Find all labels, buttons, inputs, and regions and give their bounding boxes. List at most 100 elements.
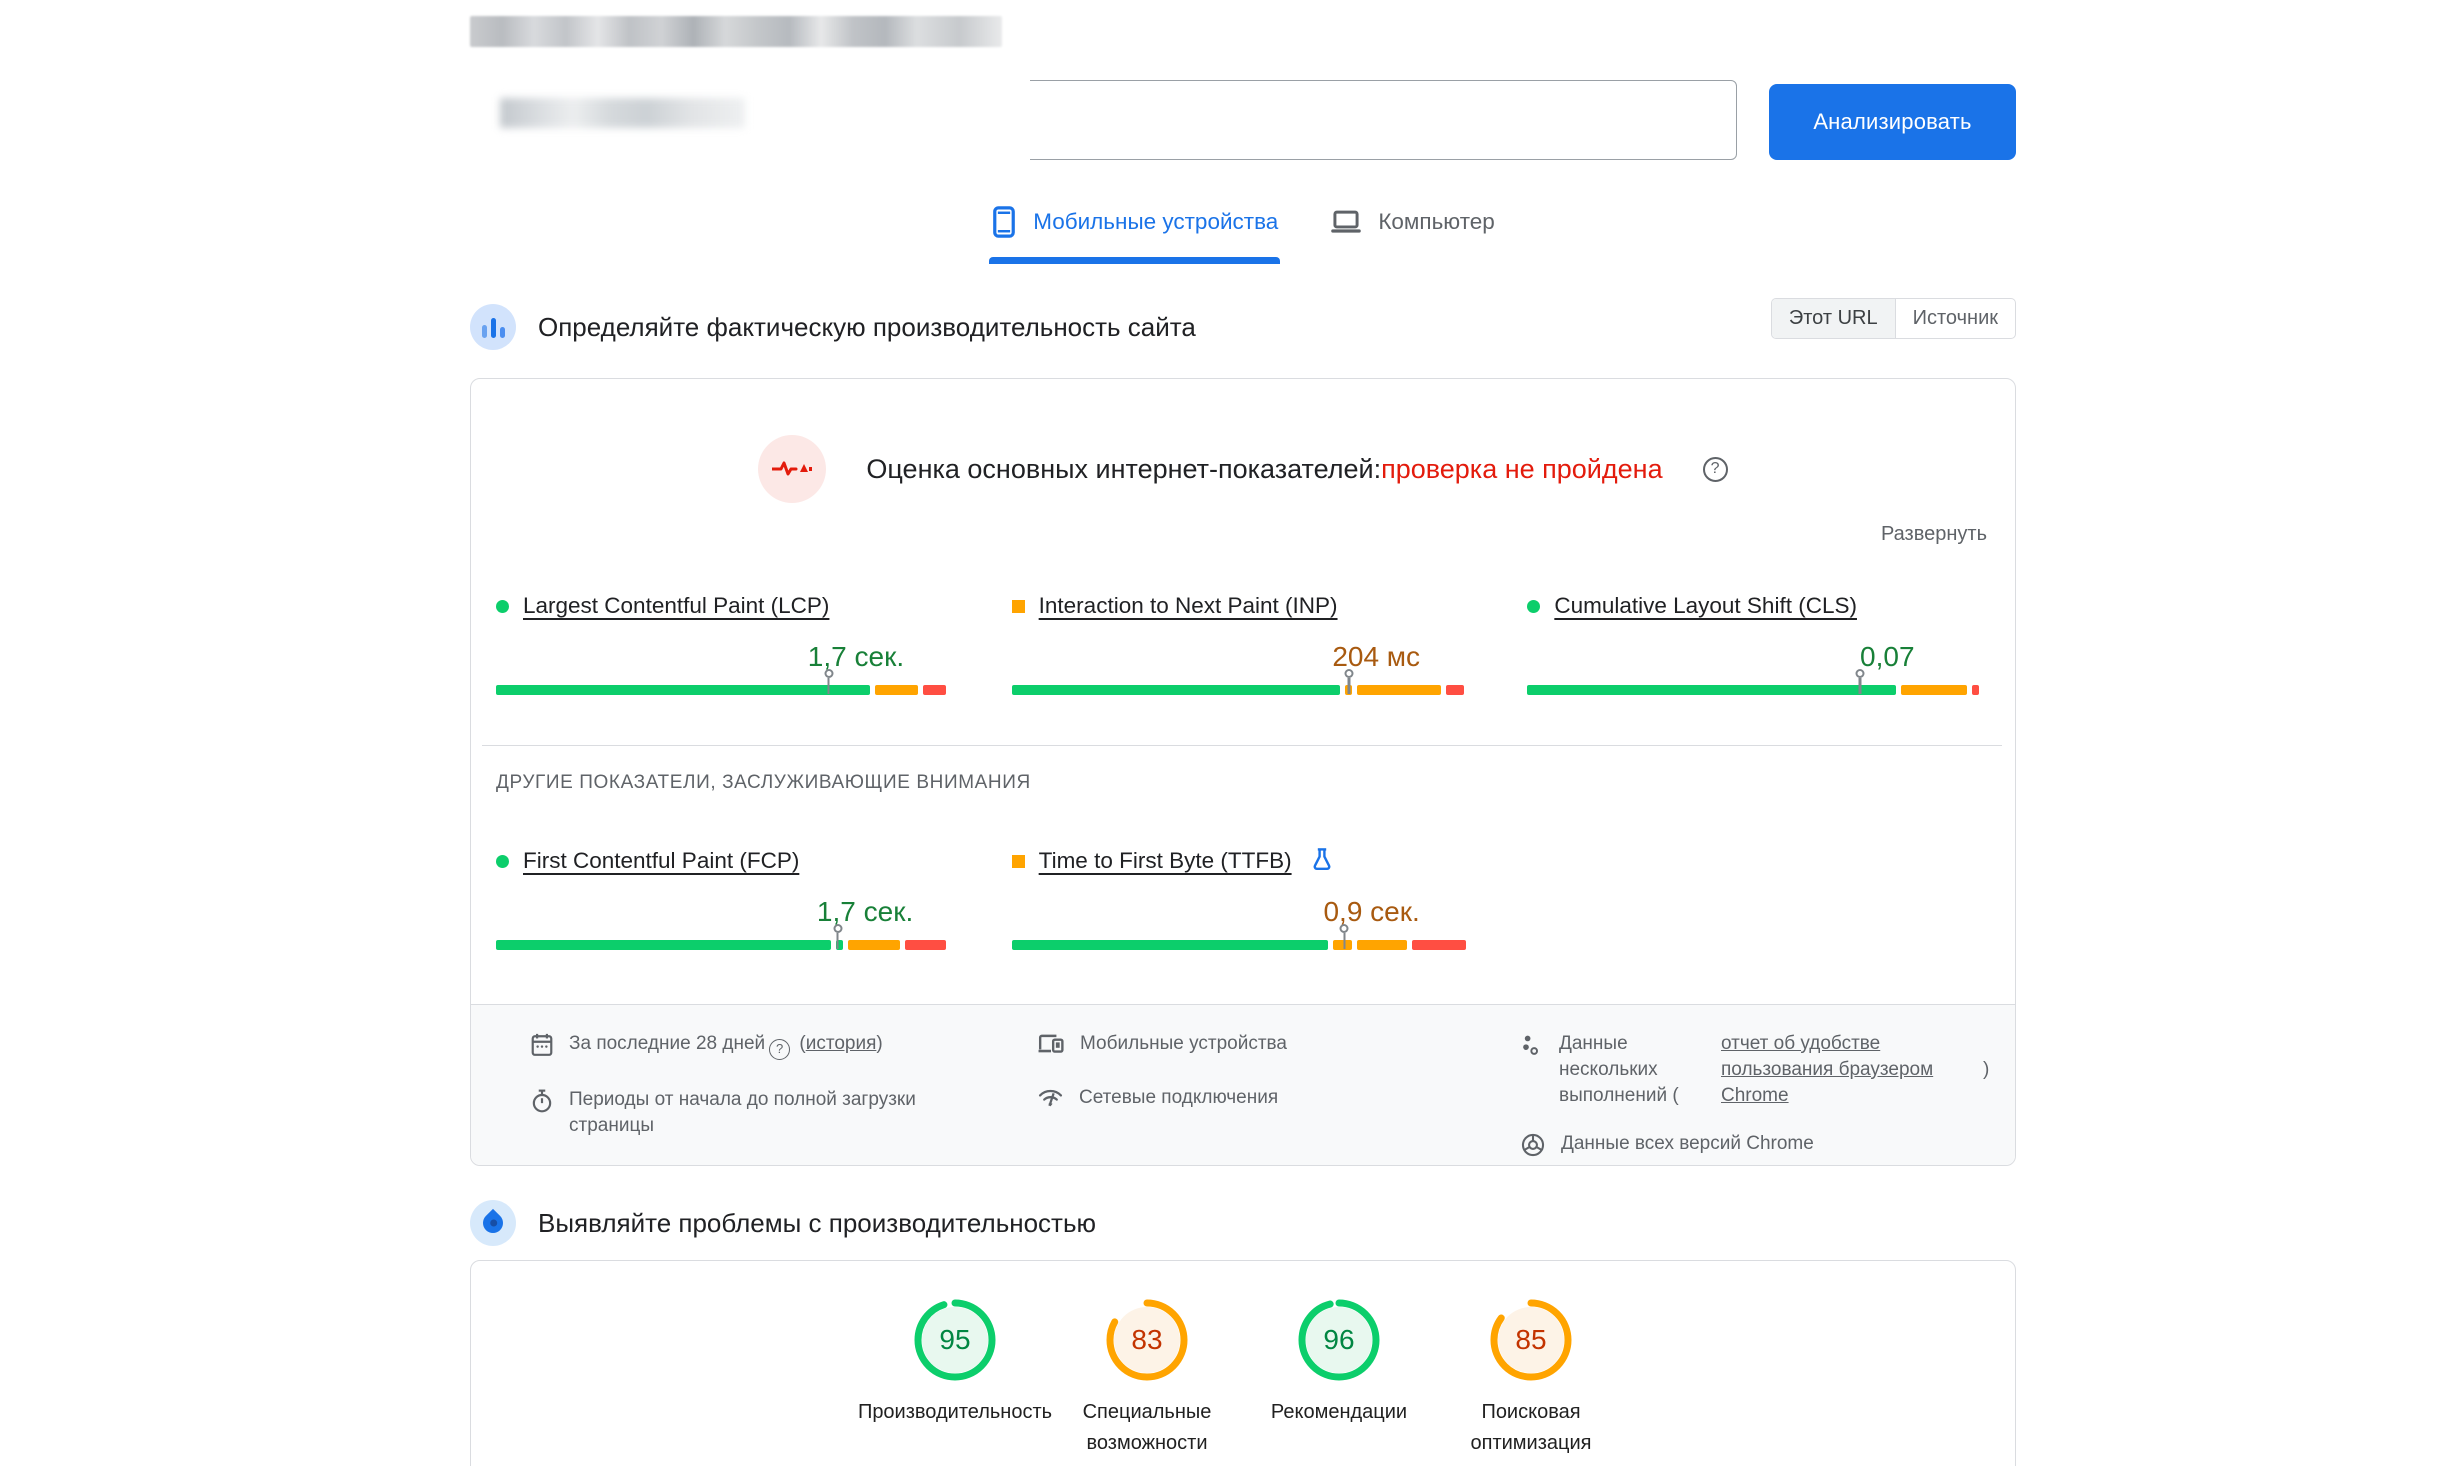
redacted-input-text [500,98,745,128]
lighthouse-card: 95 Производительность 83 Специальные возмож… [470,1260,2016,1466]
score-специальные-возможности[interactable]: 83 Специальные возможности [1051,1299,1243,1459]
bar-segment-red [1411,940,1467,950]
field-data-icon [470,304,516,350]
footnote-item: Данные всех версий Chrome [1521,1131,1991,1165]
footnote-multirow: Данные нескольких выполнений ( отчет об у… [1559,1031,1989,1109]
metric-marker-pin [1339,924,1349,949]
pin-stem [836,933,839,949]
core-web-vitals-card: Оценка основных интернет-показателей:про… [470,378,2016,1166]
metric-rating-bullet [1011,854,1025,868]
diagnose-header: Выявляйте проблемы с производительностью [470,1200,2016,1246]
laptop-icon [1330,208,1362,236]
score-value: 95 [939,1324,971,1355]
pin-stem [827,678,830,694]
url-origin-toggle: Этот URL Источник [1770,298,2016,339]
pin-head [1339,924,1349,933]
score-gauge: 95 [914,1299,996,1381]
pin-head [1855,669,1865,678]
bar-segment-red [905,940,947,950]
metric-link-cls[interactable]: Cumulative Layout Shift (CLS) [1554,593,1857,618]
metric-lcp: Largest Contentful Paint (LCP) 1,7 сек. [496,589,952,695]
browser-report-link[interactable]: отчет об удобстве пользования браузером … [1721,1033,1934,1106]
tab-label: Мобильные устройства [1033,209,1279,234]
bar-segment-red [922,685,946,695]
assessment-title: Оценка основных интернет-показателей:про… [866,454,1662,485]
bar-segment-orange [1901,685,1968,695]
score-поисковая-оптимизация[interactable]: 85 Поисковая оптимизация [1435,1299,1627,1459]
compass-needle-icon [478,1208,508,1238]
tab-desktop[interactable]: Компьютер [1330,206,1495,264]
footnote-text: Данные нескольких выполнений ( [1559,1033,1679,1106]
metric-value: 204 мс [1332,641,1421,672]
metric-value: 1,7 сек. [807,641,905,672]
footnote-text: Периоды от начала до полной загрузки стр… [569,1089,916,1136]
footnote-text: За последние 28 дней? (история) [569,1031,883,1060]
metric-link-fcp[interactable]: First Contentful Paint (FCP) [523,848,800,873]
toggle-option-this-url[interactable]: Этот URL [1771,299,1896,338]
footnotes-column-source: Данные нескольких выполнений ( отчет об у… [1521,1031,1991,1187]
metric-label-row: Cumulative Layout Shift (CLS) [1527,589,1983,623]
metric-cls: Cumulative Layout Shift (CLS) 0,07 [1527,589,1983,695]
bar-segment-red [1445,685,1465,695]
footnote-item: Данные нескольких выполнений ( отчет об у… [1521,1031,1991,1109]
metric-value: 0,9 сек. [1323,896,1420,927]
diagnose-icon [470,1200,516,1246]
metric-distribution-bar [1011,924,1468,950]
metric-link-ttfb[interactable]: Time to First Byte (TTFB) [1038,848,1292,873]
score-рекомендации[interactable]: 96 Рекомендации [1243,1299,1435,1459]
smartphone-icon [991,206,1017,238]
score-gauge: 83 [1106,1299,1188,1381]
help-icon[interactable]: ? [769,1038,791,1060]
metric-label-row: First Contentful Paint (FCP) [496,844,952,878]
score-gauge: 96 [1298,1299,1380,1381]
bar-segment-orange [1356,940,1407,950]
other-metrics-grid: First Contentful Paint (FCP) 1,7 сек. Time… [471,844,2015,950]
metric-marker-pin [1855,669,1865,694]
footnote-paren: ) [1983,1059,1990,1080]
pin-stem [1343,933,1346,949]
footnote-item: Периоды от начала до полной загрузки стр… [531,1087,1038,1139]
help-icon[interactable]: ? [1702,456,1728,482]
history-link[interactable]: история [805,1033,877,1054]
score-label: Специальные возможности [1082,1401,1212,1454]
metric-rating-bullet [1011,599,1025,613]
score-производительность[interactable]: 95 Производительность [858,1299,1052,1459]
vitals-pulse-icon [758,435,827,503]
tab-mobile[interactable]: Мобильные устройства [989,206,1281,264]
bar-segment-orange [1356,685,1441,695]
metric-marker-pin [824,669,834,694]
flask-icon[interactable] [1312,847,1332,876]
analyze-button[interactable]: Анализировать [1769,84,2016,160]
score-label: Поисковая оптимизация [1470,1401,1592,1454]
footnotes-column-device: Мобильные устройства Сетевые подключения [1038,1031,1521,1187]
diagnose-title: Выявляйте проблемы с производительностью [538,1207,1097,1238]
bar-segment-green [1527,685,1897,695]
footnote-item: Сетевые подключения [1038,1085,1521,1117]
score-label: Рекомендации [1270,1401,1408,1423]
pagespeed-page: Анализировать Мобильные устройства Компью… [450,0,2016,1466]
metric-value-row: 0,9 сек. [1012,888,1468,936]
metric-distribution-bar [496,669,952,695]
footnote-text: Данные всех версий Chrome [1561,1133,1814,1154]
metric-link-lcp[interactable]: Largest Contentful Paint (LCP) [523,593,830,618]
redacted-url-bar [470,16,1002,47]
metric-link-inp[interactable]: Interaction to Next Paint (INP) [1038,593,1338,618]
data-footnotes: За последние 28 дней? (история) Периоды о… [471,1004,2015,1165]
footnote-item: Мобильные устройства [1038,1031,1521,1063]
metric-ttfb: Time to First Byte (TTFB) 0,9 сек. [1011,844,1468,950]
toggle-option-origin[interactable]: Источник [1912,307,1998,329]
bar-segment-orange [847,940,901,950]
stopwatch-icon [531,1087,553,1122]
chrome-icon [1521,1131,1545,1165]
expand-link[interactable]: Развернуть [1880,523,1987,545]
pin-head [824,669,834,678]
footnote-text: Сетевые подключения [1079,1087,1279,1108]
metric-value-row: 1,7 сек. [496,633,952,681]
bar-segment-red [1972,685,1980,695]
metric-distribution-bar [1527,669,1983,695]
bar-segment-orange [1333,940,1352,950]
metric-rating-bullet [1527,599,1541,613]
pin-head [833,924,843,933]
pin-stem [1347,678,1351,694]
assessment-row: Оценка основных интернет-показателей:про… [471,379,2015,503]
